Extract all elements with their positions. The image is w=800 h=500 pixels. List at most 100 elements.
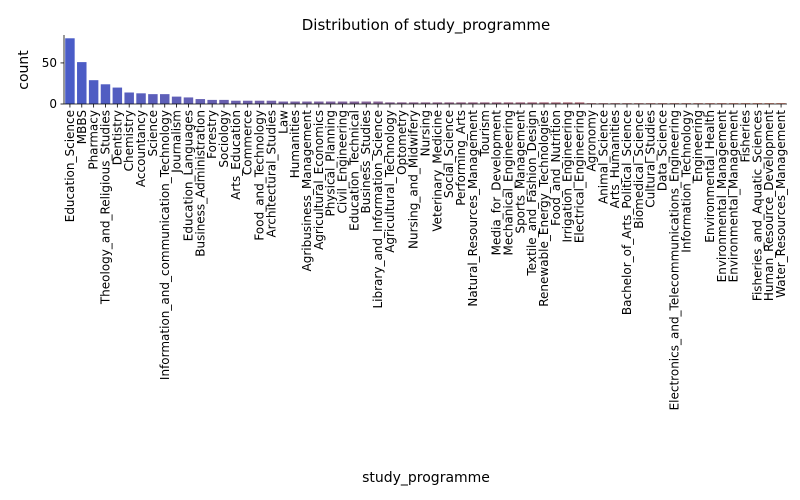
bar-13: [219, 99, 229, 104]
x-tick-label-19: Humanities: [288, 110, 302, 178]
x-tick-label-57: Fisheries: [739, 110, 753, 163]
x-tick-label-3: Theology_and_Religious_Studies: [98, 110, 112, 305]
bars-group: [65, 38, 786, 104]
x-ticks-group: Education_ScienceMBBSPharmacyTheology_an…: [63, 104, 788, 410]
chart-title: Distribution of study_programme: [302, 16, 550, 35]
x-tick-label-54: Environmental_Health: [703, 110, 717, 243]
bar-12: [207, 99, 217, 104]
x-tick-label-44: Agronomy: [584, 110, 598, 172]
bar-31: [432, 102, 443, 104]
x-tick-label-17: Architectural_Studies: [264, 110, 278, 238]
x-tick-label-34: Natural_Resources_Management: [466, 110, 480, 307]
x-tick-label-52: Information_Technology: [679, 110, 693, 253]
plot-area: 0 50 Education_ScienceMBBSPharmacyTheolog…: [42, 35, 788, 410]
x-tick-label-29: Nursing_and_Midwifery: [407, 110, 421, 249]
bar-41: [551, 102, 561, 104]
x-tick-label-6: Accountancy: [134, 110, 148, 187]
y-ticks-group: 0 50: [42, 56, 64, 111]
y-tick-label-1: 50: [42, 56, 57, 70]
bar-0: [65, 38, 75, 104]
bar-29: [408, 102, 419, 104]
bar-40: [539, 102, 549, 104]
bar-38: [515, 102, 526, 104]
bar-9: [171, 96, 182, 104]
x-tick-label-12: Forestry: [205, 110, 219, 159]
x-tick-label-41: Food_and_Nutrition: [549, 110, 563, 226]
x-tick-label-2: Pharmacy: [87, 110, 101, 170]
bar-27: [385, 102, 395, 104]
x-tick-label-31: Veterinary_Medicine: [430, 110, 444, 232]
bar-30: [420, 102, 431, 104]
x-axis-label: study_programme: [362, 470, 490, 486]
y-axis-label: count: [16, 50, 32, 90]
bar-6: [136, 93, 146, 104]
bar-2: [88, 80, 99, 104]
x-tick-label-10: Education_Languages: [181, 110, 195, 241]
x-tick-label-33: Performing_Arts: [454, 110, 468, 206]
x-tick-label-42: Irrigation_Engineering: [561, 110, 575, 243]
x-tick-label-46: Arts_Humanities: [608, 110, 622, 208]
bar-28: [397, 102, 407, 104]
x-tick-label-25: Business_Studies: [359, 110, 373, 213]
bar-22: [325, 101, 336, 104]
bar-43: [574, 102, 585, 104]
x-tick-label-39: Textile_and_Fashion_Design: [525, 110, 539, 277]
bar-49: [645, 103, 656, 104]
bar-51: [669, 103, 680, 104]
bar-57: [740, 103, 751, 104]
x-tick-label-38: Sports_Management: [513, 110, 527, 234]
x-tick-label-22: Physical_Planning: [324, 110, 338, 217]
x-tick-label-15: Commerce: [241, 110, 255, 175]
bar-21: [314, 101, 324, 104]
bar-58: [752, 103, 763, 104]
x-tick-label-47: Bachelor_of_Arts_Political_Science: [620, 110, 634, 315]
bar-8: [160, 94, 170, 104]
bar-23: [337, 101, 348, 104]
x-tick-label-48: Biomedical_Science: [632, 110, 646, 229]
x-tick-label-20: Agribusiness_Management: [300, 110, 314, 272]
x-tick-label-32: Social_Science: [442, 110, 456, 198]
bar-42: [562, 102, 573, 104]
x-tick-label-53: Engineering: [691, 110, 705, 182]
x-tick-label-0: Education_Science: [63, 110, 77, 222]
x-tick-label-49: Cultural_Studies: [644, 110, 658, 208]
x-tick-label-37: Mechanical_Engineering: [501, 110, 515, 256]
x-tick-label-5: Chemistry: [122, 110, 136, 171]
x-tick-label-26: Library_and_Information_Science: [371, 110, 385, 309]
x-tick-label-59: Human_Resource_Development: [762, 110, 776, 301]
bar-26: [373, 101, 383, 104]
bar-53: [693, 103, 703, 104]
x-tick-label-27: Agricultural_Technology: [383, 110, 397, 253]
x-tick-label-50: Data_Science: [656, 110, 670, 191]
x-tick-label-4: Dentistry: [110, 110, 124, 165]
bar-20: [302, 101, 312, 104]
bar-18: [278, 101, 289, 104]
x-tick-label-8: Information_and_communication_Technology: [158, 110, 172, 380]
y-tick-label-0: 0: [49, 97, 57, 111]
bar-36: [491, 102, 502, 104]
bar-10: [183, 97, 194, 104]
x-tick-label-23: Civil_Engineering: [336, 110, 350, 213]
bar-33: [456, 102, 466, 104]
x-tick-label-7: Science: [146, 110, 160, 157]
bar-15: [242, 100, 253, 104]
bar-16: [254, 100, 265, 104]
x-tick-label-18: Law: [276, 110, 290, 134]
x-tick-label-40: Renewable_Energy_Technologies: [537, 110, 551, 307]
x-tick-label-43: Electrical_Engineering: [573, 110, 587, 243]
bar-48: [634, 103, 644, 104]
x-tick-label-13: Sociology: [217, 110, 231, 168]
x-tick-label-9: Journalism: [170, 110, 184, 174]
bar-45: [598, 103, 609, 104]
x-tick-label-30: Nursing: [419, 110, 433, 156]
x-tick-label-58: Fisheries_and_Aquatic_Sciences: [750, 110, 764, 301]
x-tick-label-14: Arts_Education: [229, 110, 243, 200]
bar-17: [266, 100, 277, 104]
x-tick-label-16: Food_and_Technology: [253, 110, 267, 241]
bar-55: [717, 103, 727, 104]
bar-46: [610, 103, 620, 104]
bar-14: [231, 100, 241, 104]
x-tick-label-11: Business_Administration: [193, 110, 207, 257]
bar-37: [503, 102, 514, 104]
